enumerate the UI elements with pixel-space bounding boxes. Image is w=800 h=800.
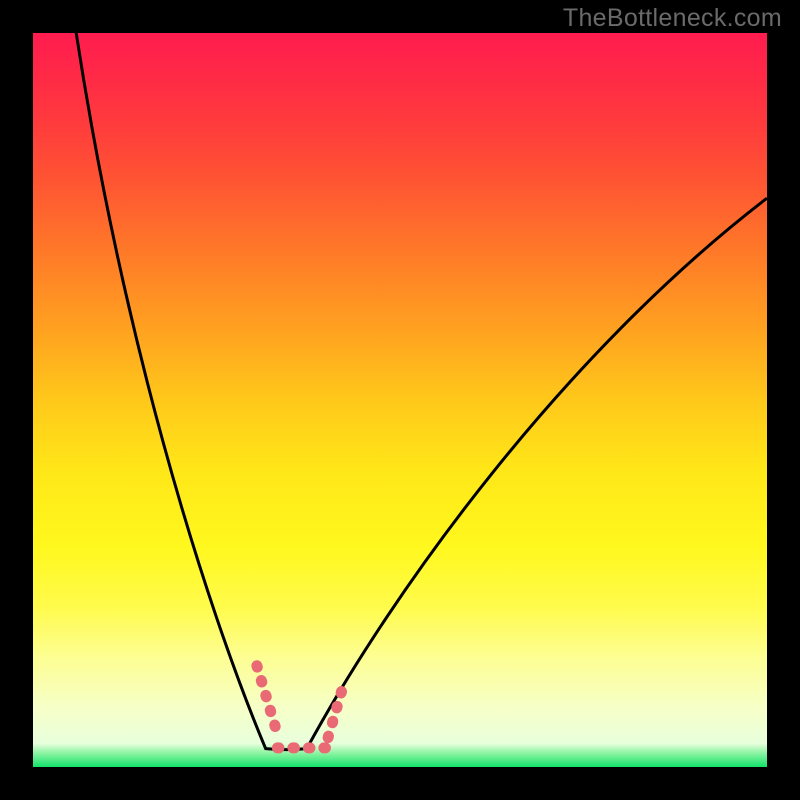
chart-frame: TheBottleneck.com: [0, 0, 800, 800]
watermark-text: TheBottleneck.com: [563, 4, 782, 33]
chart-svg: [0, 0, 800, 800]
plot-background: [33, 33, 767, 767]
